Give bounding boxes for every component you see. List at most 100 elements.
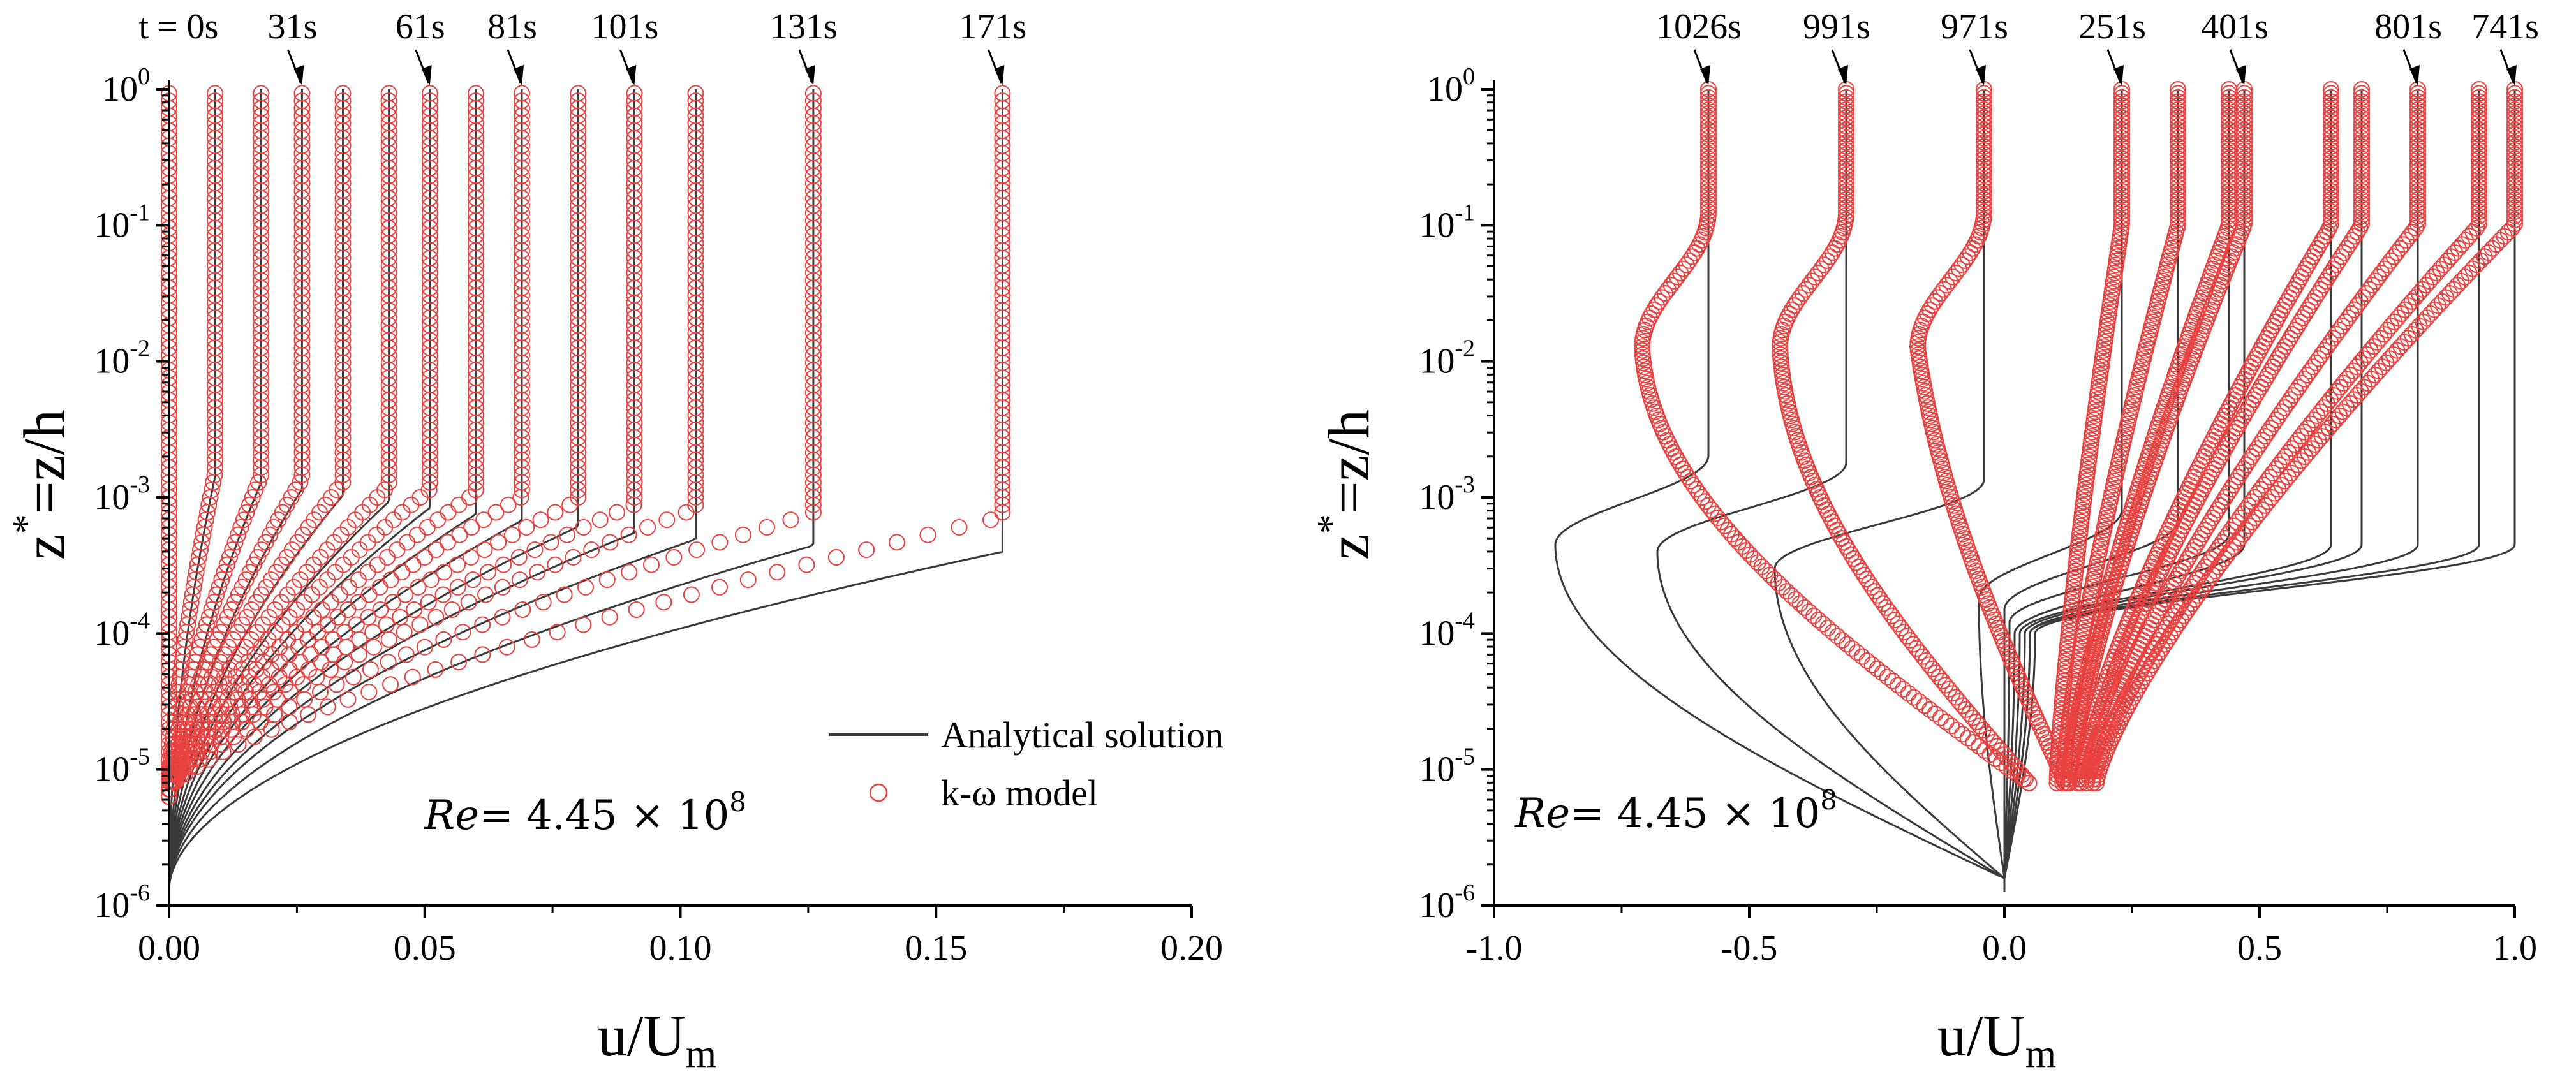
model-point [1824,624,1841,641]
left-legend: Analytical solution k-ω model [829,714,1224,814]
right-y-tick-label: 10-5 [1419,744,1475,789]
model-point [464,571,482,589]
analytical-curve [1773,91,2006,892]
model-point [2113,129,2130,147]
model-point [711,578,728,596]
model-point [570,85,587,102]
model-point [1847,554,1865,571]
right-time-label: 991s [1803,7,1870,47]
model-point [1700,126,1717,143]
model-point [416,638,433,656]
model-point [2170,163,2186,179]
model-point [1838,97,1854,114]
model-point [241,496,258,513]
model-point [1927,705,1944,723]
model-point [1976,93,1992,110]
model-point [1685,476,1702,494]
model-point [1976,163,1992,179]
model-point [1838,89,1854,106]
model-point [237,571,255,589]
model-point [1696,493,1714,510]
model-point [2056,664,2073,682]
model-point [251,714,269,730]
model-point [372,601,389,618]
model-point [2113,122,2130,138]
model-point [265,684,283,701]
model-point [359,564,376,581]
model-point [394,564,410,581]
model-point [450,496,468,513]
right-x-tick-label: 1.0 [2492,929,2537,968]
model-point [2113,146,2130,163]
model-point [2170,158,2186,175]
model-point [1976,199,1992,216]
model-point [1819,252,1836,269]
model-point [1976,105,1992,122]
model-point [397,646,415,663]
model-point [463,518,480,536]
analytical-curve [2003,91,2363,892]
model-point [1838,134,1854,151]
model-point [474,616,491,633]
model-point [1634,342,1651,359]
model-point [1819,619,1837,636]
model-point [2170,101,2186,118]
model-point [1842,546,1860,563]
left-time-label: 131s [770,7,838,47]
model-point [804,85,822,102]
model-point [467,92,484,110]
model-point [200,751,218,768]
left-x-axis-title: u/Um [598,1003,716,1072]
model-point [1976,142,1992,159]
model-point [380,85,397,102]
model-point [224,541,241,559]
model-point [336,624,353,641]
model-point [2113,93,2130,110]
model-point [529,564,546,581]
model-point [1821,248,1839,265]
model-point [1863,656,1881,673]
model-point [1838,105,1854,122]
model-point [769,564,786,581]
model-point [443,601,461,618]
model-point [341,578,358,596]
model-point [1881,603,1898,620]
model-point [1700,138,1717,155]
left-y-axis-title: z*=z/h [5,409,77,560]
model-point [1837,207,1854,224]
model-point [575,616,592,633]
model-point [1634,346,1651,363]
model-point [2170,195,2186,212]
model-point [2113,134,2130,151]
model-point [1700,146,1717,163]
model-point [2488,236,2505,253]
model-point [382,676,399,693]
left-y-tick-label: 10-3 [94,471,150,517]
model-point [1700,166,1717,184]
model-point [2170,146,2186,163]
model-point [1656,285,1673,302]
model-point [2113,187,2130,204]
model-point [1810,612,1827,628]
model-point [1699,497,1717,514]
model-point [198,616,215,633]
right-y-tick-label: 10-4 [1419,607,1475,653]
model-point [2113,203,2130,220]
left-y-tick-label: 10-4 [94,607,150,653]
model-point [263,721,280,738]
analytical-curve [1554,91,2006,892]
left-y-tick-label: 100 [102,63,150,109]
model-point [1816,256,1833,274]
model-point [487,504,505,521]
model-point [1976,126,1992,143]
model-point [1884,673,1901,689]
model-point [658,511,676,529]
model-point [2170,170,2186,187]
model-point [1781,305,1798,322]
model-point [467,85,484,102]
model-point [1863,578,1881,596]
model-point [687,85,704,102]
model-point [404,556,422,573]
model-point [334,85,352,102]
model-point [429,511,447,529]
